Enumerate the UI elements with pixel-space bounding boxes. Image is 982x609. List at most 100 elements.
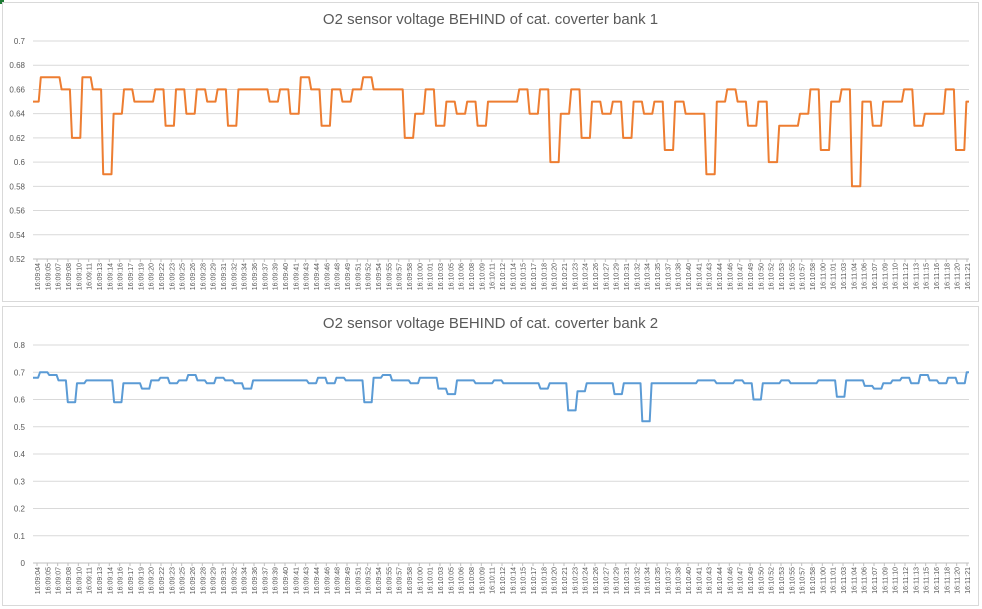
x-tick-label: 16:10:35 bbox=[655, 263, 662, 290]
chart-bank-1[interactable]: O2 sensor voltage BEHIND of cat. coverte… bbox=[2, 2, 979, 302]
y-tick-label: 0.64 bbox=[9, 110, 25, 119]
x-tick-label: 16:09:19 bbox=[138, 567, 145, 594]
x-tick-label: 16:09:36 bbox=[252, 263, 259, 290]
y-tick-label: 0.6 bbox=[14, 158, 26, 167]
x-tick-label: 16:09:32 bbox=[231, 567, 238, 594]
x-tick-label: 16:09:58 bbox=[407, 263, 414, 290]
x-tick-label: 16:09:04 bbox=[35, 567, 42, 594]
y-tick-label: 0.54 bbox=[9, 231, 25, 240]
y-tick-label: 0.6 bbox=[14, 396, 26, 405]
x-tick-label: 16:09:26 bbox=[190, 567, 197, 594]
x-tick-label: 16:09:14 bbox=[107, 567, 114, 594]
x-tick-label: 16:10:58 bbox=[810, 263, 817, 290]
x-tick-label: 16:10:40 bbox=[686, 567, 693, 594]
chart-bank-2[interactable]: O2 sensor voltage BEHIND of cat. coverte… bbox=[2, 306, 979, 606]
x-tick-label: 16:11:04 bbox=[851, 567, 858, 594]
x-tick-label: 16:09:20 bbox=[149, 263, 156, 290]
x-tick-label: 16:10:41 bbox=[696, 263, 703, 290]
x-tick-label: 16:10:23 bbox=[572, 567, 579, 594]
x-tick-label: 16:09:11 bbox=[87, 263, 94, 290]
x-tick-label: 16:09:10 bbox=[76, 263, 83, 290]
x-tick-label: 16:11:00 bbox=[820, 263, 827, 290]
x-tick-label: 16:10:49 bbox=[748, 567, 755, 594]
x-tick-label: 16:11:15 bbox=[924, 567, 931, 594]
x-tick-label: 16:10:49 bbox=[748, 263, 755, 290]
x-tick-label: 16:09:51 bbox=[355, 567, 362, 594]
x-tick-label: 16:09:29 bbox=[211, 263, 218, 290]
x-tick-label: 16:10:20 bbox=[552, 263, 559, 290]
x-tick-label: 16:09:36 bbox=[252, 567, 259, 594]
x-tick-label: 16:10:12 bbox=[500, 263, 507, 290]
x-tick-label: 16:09:04 bbox=[35, 263, 42, 290]
x-tick-label: 16:10:55 bbox=[789, 567, 796, 594]
x-tick-label: 16:10:32 bbox=[634, 263, 641, 290]
x-tick-label: 16:11:15 bbox=[924, 263, 931, 290]
x-tick-label: 16:09:54 bbox=[376, 567, 383, 594]
x-tick-label: 16:11:09 bbox=[882, 567, 889, 594]
x-tick-label: 16:11:18 bbox=[944, 567, 951, 594]
x-tick-label: 16:09:23 bbox=[169, 263, 176, 290]
x-tick-label: 16:10:52 bbox=[769, 567, 776, 594]
x-tick-label: 16:11:21 bbox=[965, 567, 972, 594]
x-tick-label: 16:11:04 bbox=[851, 263, 858, 290]
x-tick-label: 16:10:14 bbox=[510, 567, 517, 594]
x-tick-label: 16:10:06 bbox=[459, 263, 466, 290]
x-tick-label: 16:10:32 bbox=[634, 567, 641, 594]
x-tick-label: 16:09:22 bbox=[159, 263, 166, 290]
x-tick-label: 16:10:55 bbox=[789, 263, 796, 290]
x-tick-label: 16:10:29 bbox=[614, 263, 621, 290]
x-tick-label: 16:10:20 bbox=[552, 567, 559, 594]
y-tick-label: 0.7 bbox=[14, 37, 26, 46]
x-tick-label: 16:10:14 bbox=[510, 263, 517, 290]
x-tick-label: 16:09:40 bbox=[283, 263, 290, 290]
x-tick-label: 16:09:34 bbox=[242, 263, 249, 290]
x-tick-label: 16:09:46 bbox=[324, 263, 331, 290]
x-tick-label: 16:10:50 bbox=[758, 263, 765, 290]
y-tick-label: 0.66 bbox=[9, 85, 25, 94]
y-tick-label: 0.8 bbox=[14, 341, 26, 350]
x-tick-label: 16:09:46 bbox=[324, 567, 331, 594]
x-tick-label: 16:10:47 bbox=[738, 567, 745, 594]
x-tick-label: 16:09:25 bbox=[180, 263, 187, 290]
x-tick-label: 16:09:39 bbox=[273, 567, 280, 594]
x-tick-label: 16:09:07 bbox=[56, 263, 63, 290]
x-tick-label: 16:10:21 bbox=[562, 263, 569, 290]
x-tick-label: 16:11:06 bbox=[862, 263, 869, 290]
x-tick-label: 16:11:18 bbox=[944, 263, 951, 290]
x-tick-label: 16:10:09 bbox=[479, 567, 486, 594]
x-tick-label: 16:10:11 bbox=[490, 567, 497, 594]
x-tick-label: 16:09:31 bbox=[221, 263, 228, 290]
x-tick-label: 16:10:29 bbox=[614, 567, 621, 594]
x-tick-label: 16:10:35 bbox=[655, 567, 662, 594]
x-tick-label: 16:09:17 bbox=[128, 567, 135, 594]
x-tick-label: 16:10:46 bbox=[727, 263, 734, 290]
x-tick-label: 16:10:06 bbox=[459, 567, 466, 594]
y-tick-label: 0.58 bbox=[9, 182, 25, 191]
x-tick-label: 16:11:07 bbox=[872, 263, 879, 290]
x-tick-label: 16:09:48 bbox=[335, 567, 342, 594]
x-tick-label: 16:10:38 bbox=[676, 263, 683, 290]
x-tick-label: 16:10:53 bbox=[779, 567, 786, 594]
x-tick-label: 16:10:40 bbox=[686, 263, 693, 290]
x-tick-label: 16:10:26 bbox=[593, 567, 600, 594]
x-tick-label: 16:10:37 bbox=[665, 263, 672, 290]
x-tick-label: 16:10:21 bbox=[562, 567, 569, 594]
x-tick-label: 16:09:44 bbox=[314, 567, 321, 594]
x-tick-label: 16:10:11 bbox=[490, 263, 497, 290]
x-tick-label: 16:09:17 bbox=[128, 263, 135, 290]
x-tick-label: 16:10:24 bbox=[583, 263, 590, 290]
y-tick-label: 0.52 bbox=[9, 255, 25, 264]
x-tick-label: 16:11:16 bbox=[934, 263, 941, 290]
x-tick-label: 16:11:07 bbox=[872, 567, 879, 594]
x-tick-label: 16:10:18 bbox=[541, 263, 548, 290]
y-tick-label: 0.4 bbox=[14, 450, 26, 459]
x-tick-label: 16:09:55 bbox=[386, 263, 393, 290]
x-tick-label: 16:09:52 bbox=[366, 567, 373, 594]
x-tick-label: 16:10:27 bbox=[603, 263, 610, 290]
plot-area-bank-2: 00.10.20.30.40.50.60.70.816:09:04 16:09:0… bbox=[14, 341, 972, 594]
x-tick-label: 16:11:16 bbox=[934, 567, 941, 594]
x-tick-label: 16:11:12 bbox=[903, 263, 910, 290]
x-tick-label: 16:10:31 bbox=[624, 263, 631, 290]
x-tick-label: 16:10:58 bbox=[810, 567, 817, 594]
